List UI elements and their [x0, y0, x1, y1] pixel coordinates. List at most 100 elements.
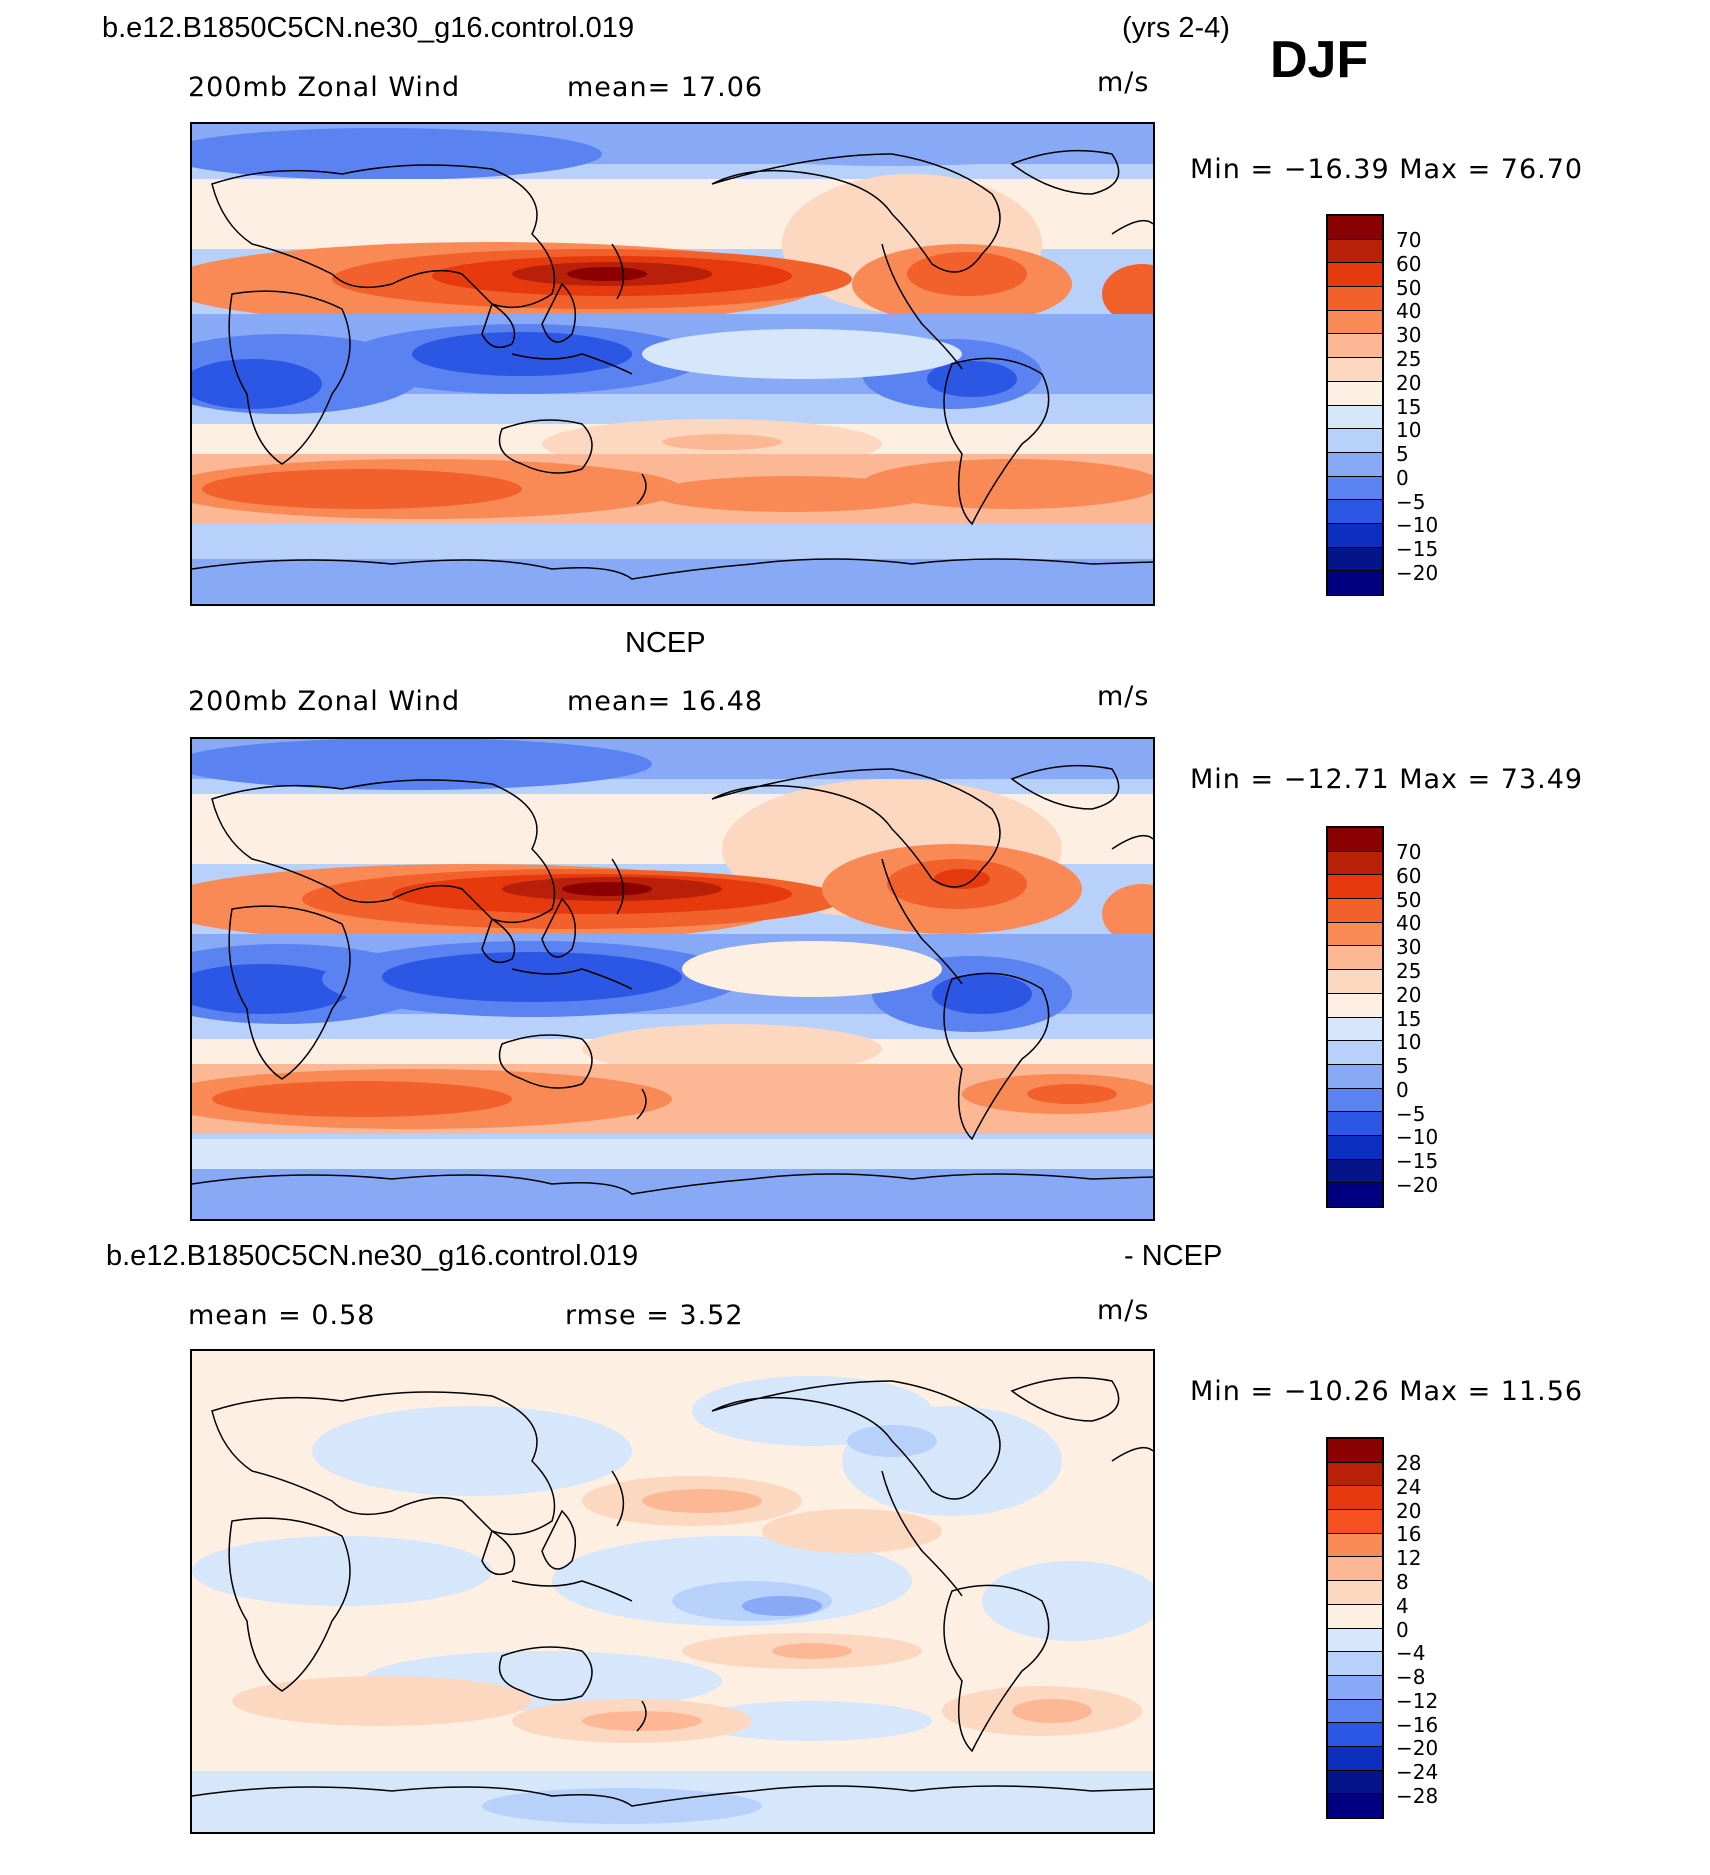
panel3-colorbar: [1326, 1437, 1384, 1819]
panel2-cbar-label: −20: [1396, 1173, 1439, 1197]
panel2-cbar-box-13: [1328, 1112, 1382, 1136]
panel1-colorbar: [1326, 214, 1384, 596]
panel3-cbar-label: 12: [1396, 1546, 1422, 1570]
panel3-cbar-label: −8: [1396, 1665, 1426, 1689]
panel2-cbar-label: 30: [1396, 935, 1422, 959]
panel2-cbar-label: −5: [1396, 1102, 1426, 1126]
panel2-cbar-box-15: [1328, 1159, 1382, 1184]
panel1-mean: mean= 17.06: [567, 72, 764, 103]
panel1-cbar-box-12: [1328, 476, 1382, 501]
panel2-cbar-label: −15: [1396, 1149, 1439, 1173]
panel3-units: m/s: [1097, 1295, 1150, 1326]
panel3-cbar-box-6: [1328, 1557, 1382, 1582]
panel2-cbar-label: 50: [1396, 888, 1422, 912]
panel3-cbar-box-16: [1328, 1794, 1382, 1818]
panel3-cbar-label: 4: [1396, 1594, 1409, 1618]
panel3-cbar-box-2: [1328, 1462, 1382, 1487]
panel1-cbar-box-11: [1328, 452, 1382, 477]
panel2-cbar-label: 10: [1396, 1030, 1422, 1054]
panel3-cbar-box-11: [1328, 1675, 1382, 1700]
panel3-cbar-label: −28: [1396, 1784, 1439, 1808]
panel1-cbar-box-5: [1328, 310, 1382, 335]
panel1-cbar-label: 25: [1396, 347, 1422, 371]
panel3-cbar-box-9: [1328, 1628, 1382, 1653]
panel1-cbar-box-14: [1328, 523, 1382, 548]
panel2-cbar-box-8: [1328, 993, 1382, 1018]
panel1-cbar-box-6: [1328, 334, 1382, 359]
panel1-cbar-label: 0: [1396, 466, 1409, 490]
panel3-cbar-label: 24: [1396, 1475, 1422, 1499]
panel2-units: m/s: [1097, 681, 1150, 712]
panel1-cbar-label: −5: [1396, 490, 1426, 514]
panel3-map: [190, 1349, 1155, 1834]
panel2-cbar-box-3: [1328, 875, 1382, 900]
season-label: DJF: [1270, 31, 1369, 89]
panel2-cbar-box-4: [1328, 899, 1382, 923]
panel3-cbar-box-5: [1328, 1533, 1382, 1558]
panel2-mean: mean= 16.48: [567, 686, 764, 717]
panel3-cbar-box-7: [1328, 1581, 1382, 1605]
panel2-cbar-box-16: [1328, 1183, 1382, 1207]
panel3-rmse: rmse = 3.52: [565, 1300, 744, 1331]
panel3-cbar-label: −16: [1396, 1713, 1439, 1737]
panel2-map: [190, 737, 1155, 1221]
panel3-cbar-label: 0: [1396, 1618, 1409, 1642]
panel2-cbar-box-9: [1328, 1017, 1382, 1042]
panel3-cbar-label: 8: [1396, 1570, 1409, 1594]
case-title: b.e12.B1850C5CN.ne30_g16.control.019: [102, 12, 635, 44]
panel1-cbar-box-1: [1328, 216, 1382, 240]
panel2-cbar-box-12: [1328, 1088, 1382, 1113]
panel1-cbar-label: −10: [1396, 513, 1439, 537]
panel3-cbar-box-1: [1328, 1439, 1382, 1463]
panel2-cbar-box-14: [1328, 1135, 1382, 1160]
panel3-cbar-label: 20: [1396, 1499, 1422, 1523]
panel2-cbar-label: 40: [1396, 911, 1422, 935]
panel3-case: b.e12.B1850C5CN.ne30_g16.control.019: [106, 1240, 639, 1272]
panel3-cbar-box-14: [1328, 1746, 1382, 1771]
panel2-cbar-label: −10: [1396, 1125, 1439, 1149]
panel2-cbar-box-7: [1328, 970, 1382, 994]
panel1-cbar-box-10: [1328, 429, 1382, 453]
panel3-cbar-label: −4: [1396, 1641, 1426, 1665]
years-label: (yrs 2-4): [1122, 12, 1230, 44]
panel1-minmax: Min = −16.39 Max = 76.70: [1190, 154, 1584, 185]
panel1-cbar-label: 50: [1396, 276, 1422, 300]
panel1-cbar-label: 70: [1396, 228, 1422, 252]
panel2-cbar-box-11: [1328, 1064, 1382, 1089]
panel2-cbar-box-10: [1328, 1041, 1382, 1065]
panel1-cbar-label: −20: [1396, 561, 1439, 585]
panel3-cbar-box-13: [1328, 1723, 1382, 1747]
panel1-cbar-label: 40: [1396, 299, 1422, 323]
panel1-cbar-label: 5: [1396, 442, 1409, 466]
panel2-cbar-box-1: [1328, 828, 1382, 852]
panel2-title: NCEP: [625, 627, 706, 659]
panel3-cbar-label: 28: [1396, 1451, 1422, 1475]
panel2-cbar-label: 25: [1396, 959, 1422, 983]
panel1-cbar-box-9: [1328, 405, 1382, 430]
panel3-cbar-box-10: [1328, 1652, 1382, 1676]
panel2-colorbar: [1326, 826, 1384, 1208]
panel1-wind-field: [192, 124, 1153, 604]
panel2-cbar-label: 15: [1396, 1007, 1422, 1031]
panel2-variable: 200mb Zonal Wind: [188, 686, 461, 717]
panel3-cbar-box-8: [1328, 1604, 1382, 1629]
panel1-cbar-box-3: [1328, 263, 1382, 288]
panel1-cbar-box-16: [1328, 571, 1382, 595]
panel3-cbar-box-12: [1328, 1699, 1382, 1724]
panel3-cbar-label: −12: [1396, 1689, 1439, 1713]
panel3-cbar-box-4: [1328, 1510, 1382, 1534]
panel1-cbar-box-13: [1328, 500, 1382, 524]
panel2-cbar-box-2: [1328, 851, 1382, 876]
panel1-cbar-box-4: [1328, 287, 1382, 311]
panel1-cbar-label: 60: [1396, 252, 1422, 276]
panel2-cbar-box-5: [1328, 922, 1382, 947]
panel2-cbar-label: 60: [1396, 864, 1422, 888]
panel3-difference-field: [192, 1351, 1153, 1832]
panel2-cbar-label: 0: [1396, 1078, 1409, 1102]
panel1-map: [190, 122, 1155, 606]
panel3-cbar-box-3: [1328, 1486, 1382, 1511]
panel2-cbar-label: 70: [1396, 840, 1422, 864]
panel3-cbar-label: −20: [1396, 1736, 1439, 1760]
panel3-cbar-box-15: [1328, 1770, 1382, 1795]
panel2-cbar-box-6: [1328, 946, 1382, 971]
